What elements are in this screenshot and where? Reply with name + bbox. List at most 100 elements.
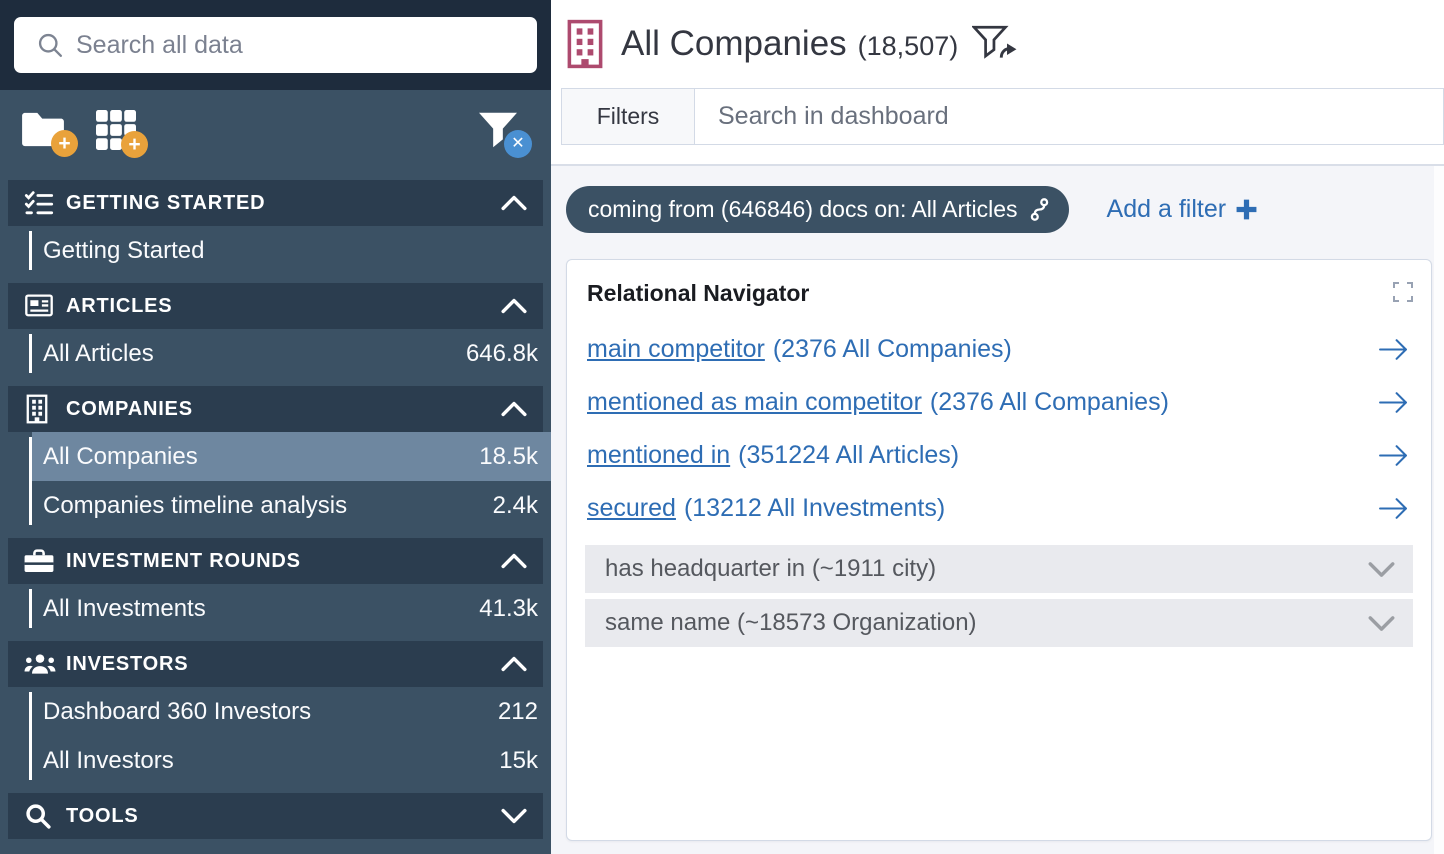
section-label: INVESTORS <box>66 652 189 675</box>
sidebar-item-getting-started[interactable]: Getting Started <box>32 226 551 275</box>
fullscreen-icon[interactable] <box>1391 280 1415 304</box>
clear-all-filters-button[interactable]: ✕ <box>477 111 532 158</box>
relation-detail: (2376 All Companies) <box>772 335 1012 363</box>
item-label: All Articles <box>43 339 154 367</box>
sidebar-icon-bar: + + ✕ <box>0 90 551 170</box>
create-dashboard-button[interactable]: + <box>96 110 148 158</box>
tools-icon <box>26 804 51 829</box>
sidebar-item-all-investors[interactable]: All Investors 15k <box>32 736 551 785</box>
filter-pill[interactable]: coming from (646846) docs on: All Articl… <box>566 186 1069 233</box>
relation-link-row[interactable]: secured (13212 All Investments) <box>567 482 1431 535</box>
scrollbar-track[interactable] <box>1434 166 1444 854</box>
relation-link-row[interactable]: mentioned as main competitor (2376 All C… <box>567 376 1431 429</box>
funnel-icon <box>479 112 517 148</box>
collapse-chevron-icon[interactable] <box>501 656 527 672</box>
item-count: 646.8k <box>465 339 538 367</box>
item-label: All Investors <box>43 746 174 774</box>
item-count: 212 <box>497 697 538 725</box>
relation-link-row[interactable]: main competitor (2376 All Companies) <box>567 323 1431 376</box>
dashboard-toolbar: Filters <box>551 88 1444 146</box>
filter-share-button[interactable] <box>972 25 1018 63</box>
navigate-arrow-icon[interactable] <box>1378 337 1409 362</box>
companies-icon <box>26 394 48 424</box>
global-search-input[interactable] <box>74 29 523 61</box>
section-header-investment-rounds[interactable]: INVESTMENT ROUNDS <box>8 538 543 584</box>
investment-rounds-icon <box>24 549 54 572</box>
relation-collapsed-row[interactable]: same name (~18573 Organization) <box>585 599 1413 647</box>
item-count: 41.3k <box>479 594 538 622</box>
relation-icon <box>1030 198 1048 221</box>
sidebar-item-companies-timeline[interactable]: Companies timeline analysis 2.4k <box>32 481 551 530</box>
page-title: All Companies <box>621 24 847 63</box>
expand-chevron-icon[interactable] <box>501 808 527 824</box>
dashboard-header: All Companies (18,507) <box>551 0 1444 88</box>
section-header-articles[interactable]: ARTICLES <box>8 283 543 329</box>
section-label: INVESTMENT ROUNDS <box>66 549 301 572</box>
getting-started-icon <box>24 191 54 215</box>
plus-badge-icon: + <box>121 131 148 158</box>
relation-detail: (351224 All Articles) <box>738 441 960 469</box>
navigate-arrow-icon[interactable] <box>1378 496 1409 521</box>
section-header-tools[interactable]: TOOLS <box>8 793 543 839</box>
sidebar-item-dashboard-360-investors[interactable]: Dashboard 360 Investors 212 <box>32 687 551 736</box>
section-label: COMPANIES <box>66 397 193 420</box>
section-investors: INVESTORS Dashboard 360 Investors 212 Al… <box>0 641 551 785</box>
sidebar-nav: GETTING STARTED Getting Started ARTICLES… <box>0 170 551 854</box>
global-search-box[interactable] <box>14 17 537 73</box>
relational-navigator-panel: Relational Navigator main competitor (23… <box>566 259 1432 841</box>
collapse-chevron-icon[interactable] <box>501 553 527 569</box>
dashboard-search-input[interactable] <box>695 101 1443 132</box>
add-filter-label: Add a filter <box>1106 195 1227 223</box>
section-header-investors[interactable]: INVESTORS <box>8 641 543 687</box>
dashboard-building-icon <box>567 19 603 69</box>
section-header-companies[interactable]: COMPANIES <box>8 386 543 432</box>
section-label: TOOLS <box>66 804 139 827</box>
collapse-chevron-icon[interactable] <box>501 195 527 211</box>
section-label: ARTICLES <box>66 294 173 317</box>
navigate-arrow-icon[interactable] <box>1378 443 1409 468</box>
item-label: All Companies <box>43 442 198 470</box>
navigate-arrow-icon[interactable] <box>1378 390 1409 415</box>
filter-pill-label: coming from (646846) docs on: All Articl… <box>588 196 1018 222</box>
investors-icon <box>24 654 56 674</box>
relation-link[interactable]: secured <box>587 494 676 522</box>
item-label: Getting Started <box>43 236 205 264</box>
sidebar-search-area <box>0 0 551 90</box>
relation-link[interactable]: main competitor <box>587 335 765 363</box>
chevron-down-icon[interactable] <box>1368 615 1395 632</box>
relation-link[interactable]: mentioned in <box>587 441 731 469</box>
clear-x-badge-icon: ✕ <box>504 130 532 158</box>
plus-badge-icon: + <box>51 130 78 157</box>
search-icon <box>38 33 63 58</box>
add-filter-button[interactable]: Add a filter <box>1107 195 1259 224</box>
filters-button[interactable]: Filters <box>561 88 695 145</box>
sidebar-item-all-investments[interactable]: All Investments 41.3k <box>32 584 551 633</box>
relation-collapsed-row[interactable]: has headquarter in (~1911 city) <box>585 545 1413 593</box>
create-folder-button[interactable]: + <box>20 111 78 157</box>
filter-share-icon <box>972 25 1017 59</box>
item-label: Dashboard 360 Investors <box>43 697 312 725</box>
item-count: 18.5k <box>479 442 538 470</box>
section-header-getting-started[interactable]: GETTING STARTED <box>8 180 543 226</box>
collapse-chevron-icon[interactable] <box>501 401 527 417</box>
collapse-chevron-icon[interactable] <box>501 298 527 314</box>
relation-link[interactable]: mentioned as main competitor <box>587 388 922 416</box>
panel-title: Relational Navigator <box>587 280 810 306</box>
section-companies: COMPANIES All Companies 18.5k Companies … <box>0 386 551 530</box>
dashboard-search-box[interactable] <box>695 88 1444 145</box>
main-area: All Companies (18,507) Filters coming fr… <box>551 0 1444 854</box>
articles-icon <box>25 294 53 317</box>
sidebar-item-all-articles[interactable]: All Articles 646.8k <box>32 329 551 378</box>
section-getting-started: GETTING STARTED Getting Started <box>0 180 551 275</box>
item-label: Companies timeline analysis <box>43 491 348 519</box>
item-count: 2.4k <box>492 491 538 519</box>
section-tools: TOOLS <box>0 793 551 839</box>
dashboard-content: coming from (646846) docs on: All Articl… <box>551 166 1444 854</box>
section-label: GETTING STARTED <box>66 191 266 214</box>
item-count: 15k <box>499 746 538 774</box>
relation-collapsed-label: same name (~18573 Organization) <box>605 609 977 636</box>
relation-link-row[interactable]: mentioned in (351224 All Articles) <box>567 429 1431 482</box>
page-count: (18,507) <box>857 31 959 61</box>
sidebar-item-all-companies[interactable]: All Companies 18.5k <box>32 432 551 481</box>
chevron-down-icon[interactable] <box>1368 561 1395 578</box>
